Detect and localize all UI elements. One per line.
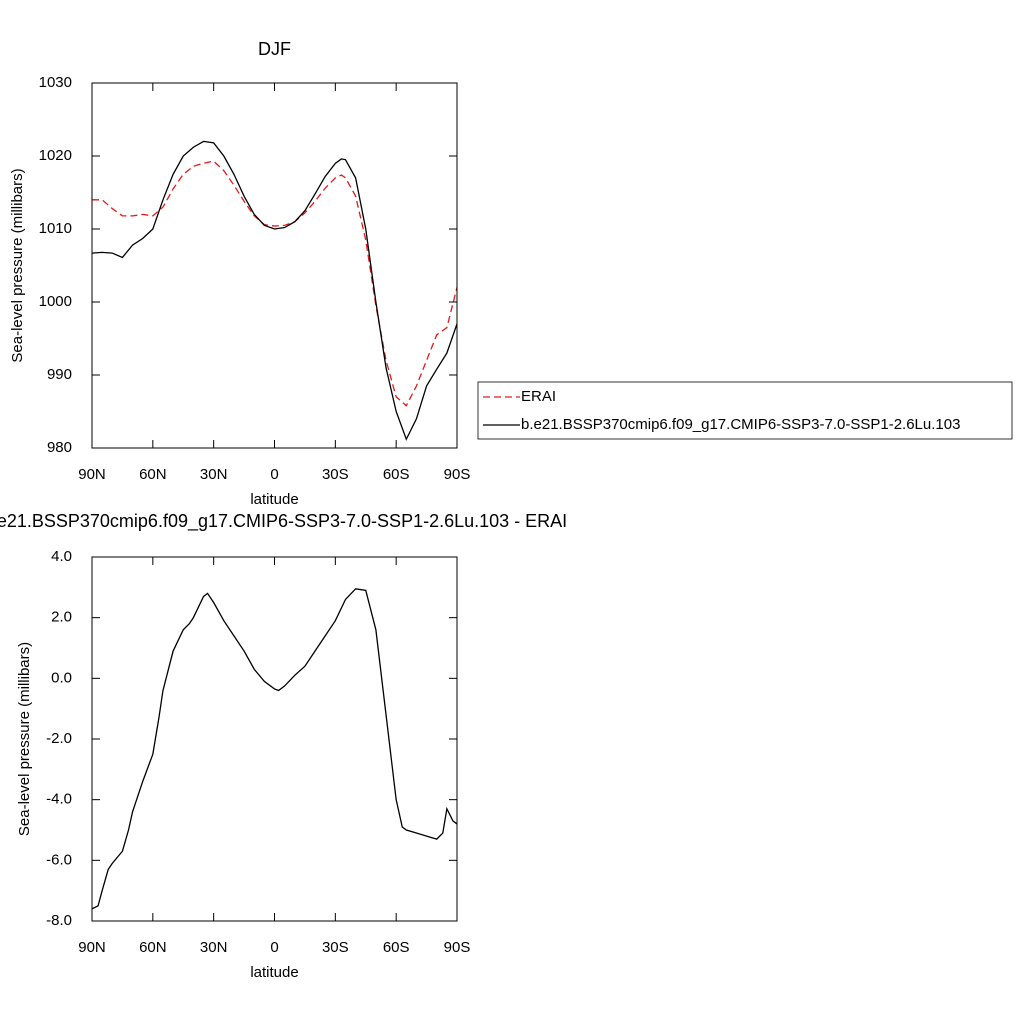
- x-tick-label: 90N: [78, 939, 106, 956]
- x-tick-label: 30S: [322, 939, 349, 956]
- y-tick-label: -8.0: [46, 912, 72, 929]
- plot-frame: [91, 556, 458, 922]
- x-tick-label: 90N: [78, 466, 106, 483]
- data-line: [92, 160, 458, 407]
- y-tick-label: -2.0: [46, 730, 72, 747]
- x-axis-label: latitude: [250, 964, 298, 981]
- y-axis-label: Sea-level pressure (millibars): [16, 642, 33, 836]
- x-tick-label: 60S: [383, 466, 410, 483]
- plot-frame: [91, 82, 458, 449]
- chart-title: b.e21.BSSP370cmip6.f09_g17.CMIP6-SSP3-7.…: [0, 511, 567, 532]
- y-axis-label: Sea-level pressure (millibars): [9, 168, 26, 362]
- x-tick-label: 60N: [139, 466, 167, 483]
- legend-label: ERAI: [521, 388, 556, 405]
- x-tick-label: 0: [270, 939, 278, 956]
- x-tick-label: 30N: [200, 939, 228, 956]
- y-tick-label: 2.0: [51, 609, 72, 626]
- y-tick-label: 980: [47, 439, 72, 456]
- chart-title: DJF: [258, 39, 291, 59]
- x-tick-label: 30N: [200, 466, 228, 483]
- data-line: [91, 140, 458, 441]
- y-tick-label: 1000: [39, 293, 72, 310]
- y-tick-label: 1030: [39, 74, 72, 91]
- x-tick-label: 90S: [444, 466, 471, 483]
- x-tick-label: 90S: [444, 939, 471, 956]
- y-tick-label: 1010: [39, 220, 72, 237]
- y-tick-label: 0.0: [51, 669, 72, 686]
- y-tick-label: 4.0: [51, 548, 72, 565]
- y-tick-label: -6.0: [46, 851, 72, 868]
- legend-label: b.e21.BSSP370cmip6.f09_g17.CMIP6-SSP3-7.…: [521, 416, 960, 433]
- data-line: [91, 588, 458, 910]
- x-axis-label: latitude: [250, 491, 298, 508]
- y-tick-label: -4.0: [46, 791, 72, 808]
- x-tick-label: 30S: [322, 466, 349, 483]
- y-tick-label: 1020: [39, 147, 72, 164]
- legend-box: [477, 381, 1013, 440]
- x-tick-label: 60N: [139, 939, 167, 956]
- x-tick-label: 60S: [383, 939, 410, 956]
- x-tick-label: 0: [270, 466, 278, 483]
- y-tick-label: 990: [47, 366, 72, 383]
